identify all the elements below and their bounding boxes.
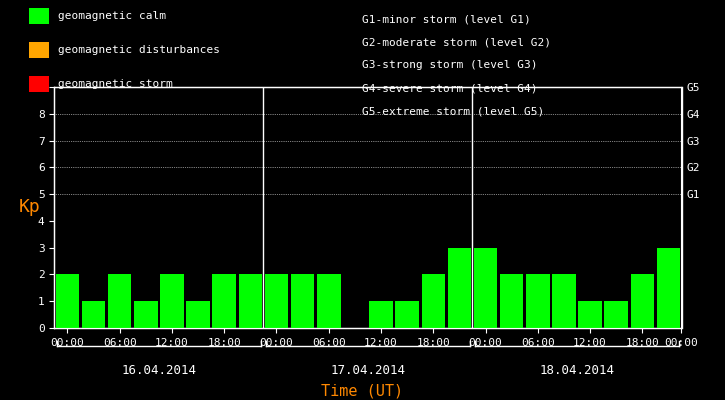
Bar — [160, 274, 183, 328]
Bar — [134, 301, 157, 328]
Text: Time (UT): Time (UT) — [321, 383, 404, 398]
Bar — [239, 274, 262, 328]
Y-axis label: Kp: Kp — [19, 198, 41, 216]
Text: G4-severe storm (level G4): G4-severe storm (level G4) — [362, 84, 538, 94]
Bar — [447, 248, 471, 328]
Text: geomagnetic storm: geomagnetic storm — [58, 79, 173, 89]
Bar — [552, 274, 576, 328]
Text: G3-strong storm (level G3): G3-strong storm (level G3) — [362, 60, 538, 70]
Bar — [500, 274, 523, 328]
Bar — [631, 274, 654, 328]
Text: G2-moderate storm (level G2): G2-moderate storm (level G2) — [362, 37, 552, 47]
Bar — [212, 274, 236, 328]
Bar — [108, 274, 131, 328]
Bar — [56, 274, 79, 328]
Bar — [473, 248, 497, 328]
Bar — [317, 274, 341, 328]
Bar — [579, 301, 602, 328]
Bar — [526, 274, 550, 328]
Text: geomagnetic disturbances: geomagnetic disturbances — [58, 45, 220, 55]
Text: G1-minor storm (level G1): G1-minor storm (level G1) — [362, 14, 531, 24]
Bar — [291, 274, 315, 328]
Bar — [186, 301, 210, 328]
Text: geomagnetic calm: geomagnetic calm — [58, 11, 166, 21]
Bar — [395, 301, 419, 328]
Text: 16.04.2014: 16.04.2014 — [121, 364, 196, 376]
Bar — [657, 248, 680, 328]
Text: 17.04.2014: 17.04.2014 — [331, 364, 405, 376]
Bar — [82, 301, 105, 328]
Bar — [421, 274, 445, 328]
Bar — [605, 301, 628, 328]
Bar — [265, 274, 289, 328]
Text: 18.04.2014: 18.04.2014 — [539, 364, 615, 376]
Text: G5-extreme storm (level G5): G5-extreme storm (level G5) — [362, 107, 544, 117]
Bar — [369, 301, 393, 328]
